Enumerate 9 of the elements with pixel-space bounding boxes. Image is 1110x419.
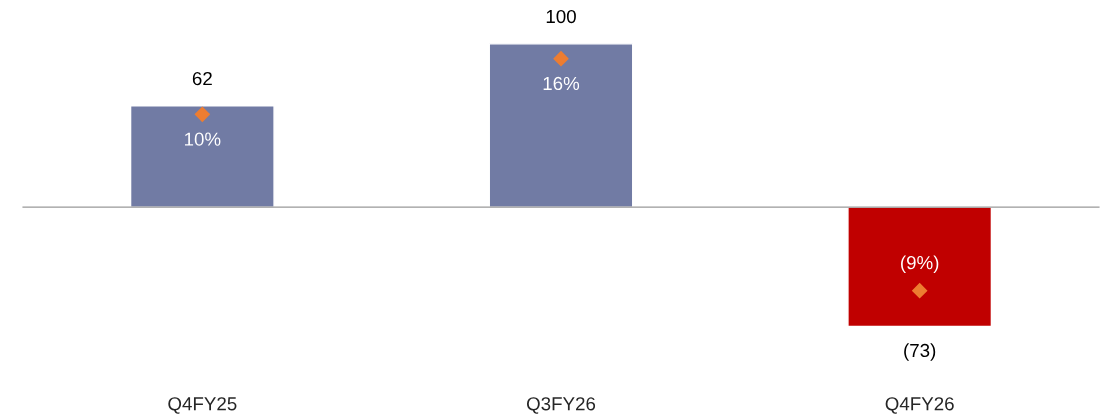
data-label: 16% bbox=[543, 76, 580, 91]
data-label: 100 bbox=[546, 9, 576, 24]
x-tick-label: Q4FY25 bbox=[168, 397, 237, 414]
x-tick-label: Q3FY26 bbox=[526, 397, 596, 414]
data-label: (9%) bbox=[901, 255, 939, 273]
x-tick-label: Q4FY26 bbox=[885, 397, 954, 414]
data-label: 10% bbox=[185, 132, 221, 146]
data-label: (73) bbox=[904, 343, 936, 361]
data-label: 62 bbox=[192, 71, 212, 86]
